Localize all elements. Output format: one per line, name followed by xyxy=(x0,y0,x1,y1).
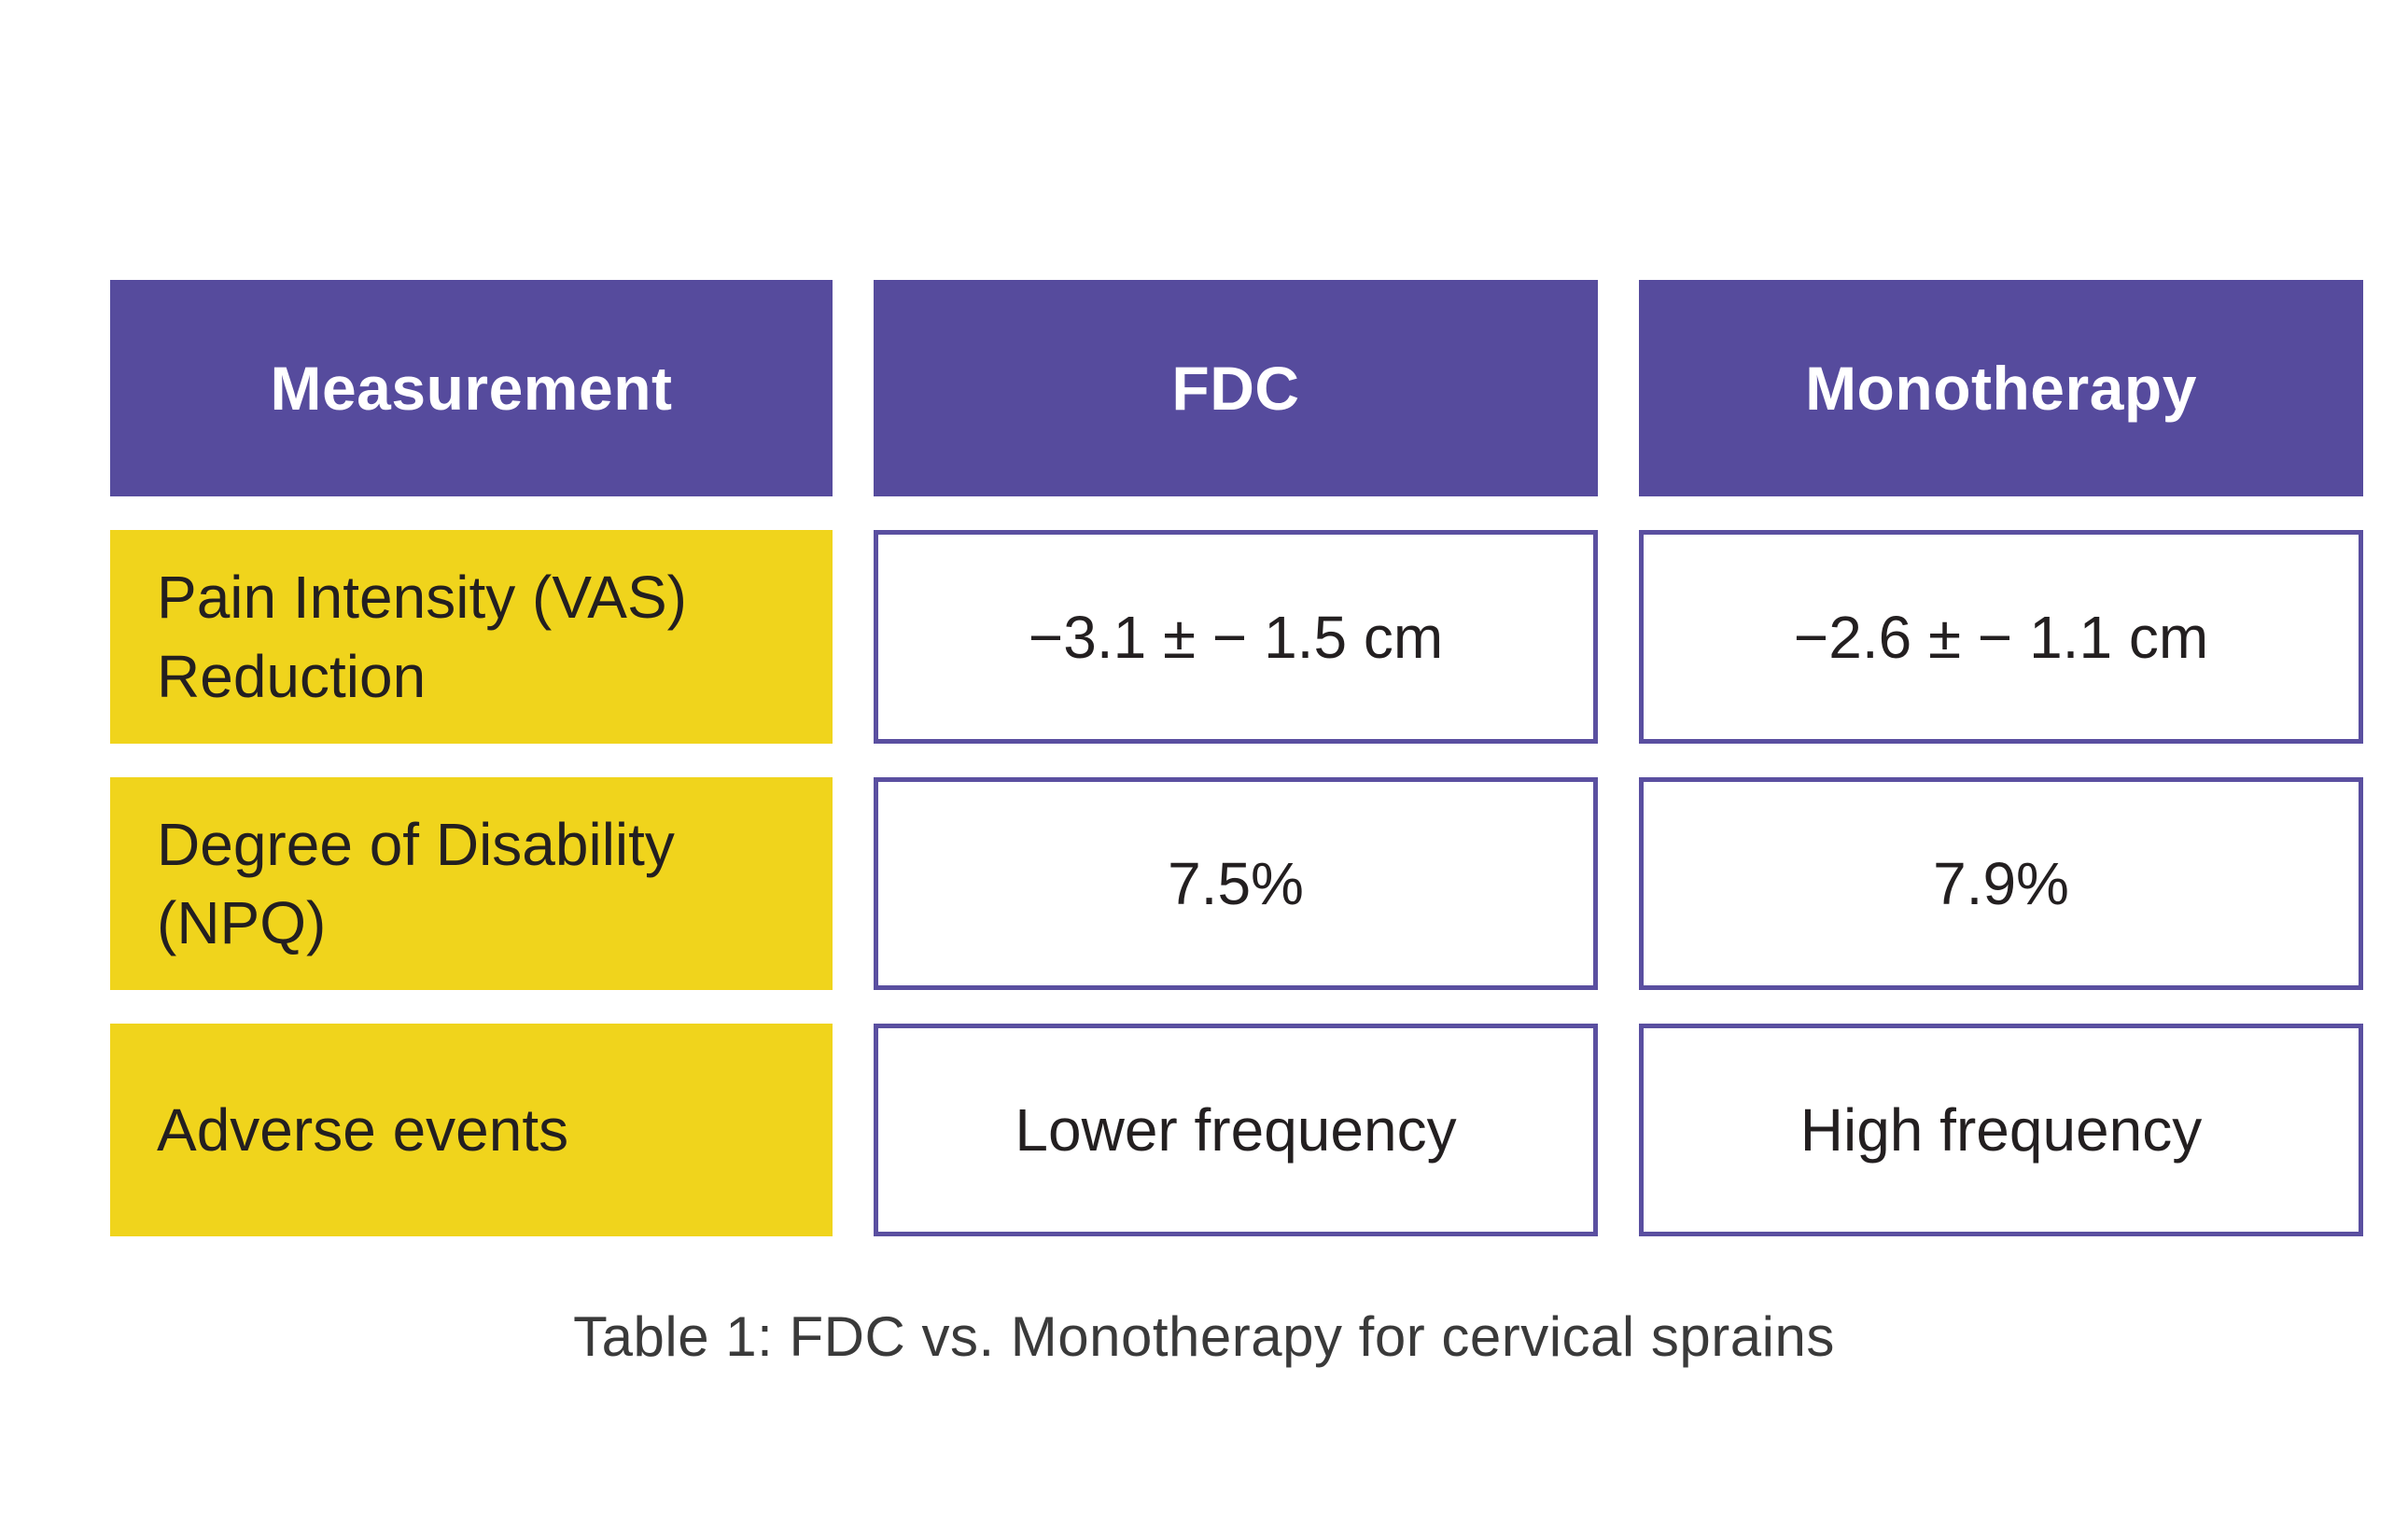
data-cell-adverse-events-monotherapy: High frequency xyxy=(1639,1024,2363,1236)
row-label-adverse-events: Adverse events xyxy=(110,1024,833,1236)
header-cell-fdc: FDC xyxy=(874,280,1598,496)
data-cell-degree-of-disability-monotherapy: 7.9% xyxy=(1639,777,2363,990)
header-cell-measurement: Measurement xyxy=(110,280,833,496)
data-cell-degree-of-disability-fdc: 7.5% xyxy=(874,777,1598,990)
header-cell-monotherapy: Monotherapy xyxy=(1639,280,2363,496)
row-label-degree-of-disability: Degree of Disability (NPQ) xyxy=(110,777,833,990)
row-label-pain-intensity: Pain Intensity (VAS) Reduction xyxy=(110,530,833,744)
data-cell-adverse-events-fdc: Lower frequency xyxy=(874,1024,1598,1236)
data-cell-pain-intensity-fdc: −3.1 ± − 1.5 cm xyxy=(874,530,1598,744)
comparison-table: Measurement FDC Monotherapy Pain Intensi… xyxy=(110,280,2363,1236)
table-caption: Table 1: FDC vs. Monotherapy for cervica… xyxy=(573,1305,1835,1368)
data-cell-pain-intensity-monotherapy: −2.6 ± − 1.1 cm xyxy=(1639,530,2363,744)
